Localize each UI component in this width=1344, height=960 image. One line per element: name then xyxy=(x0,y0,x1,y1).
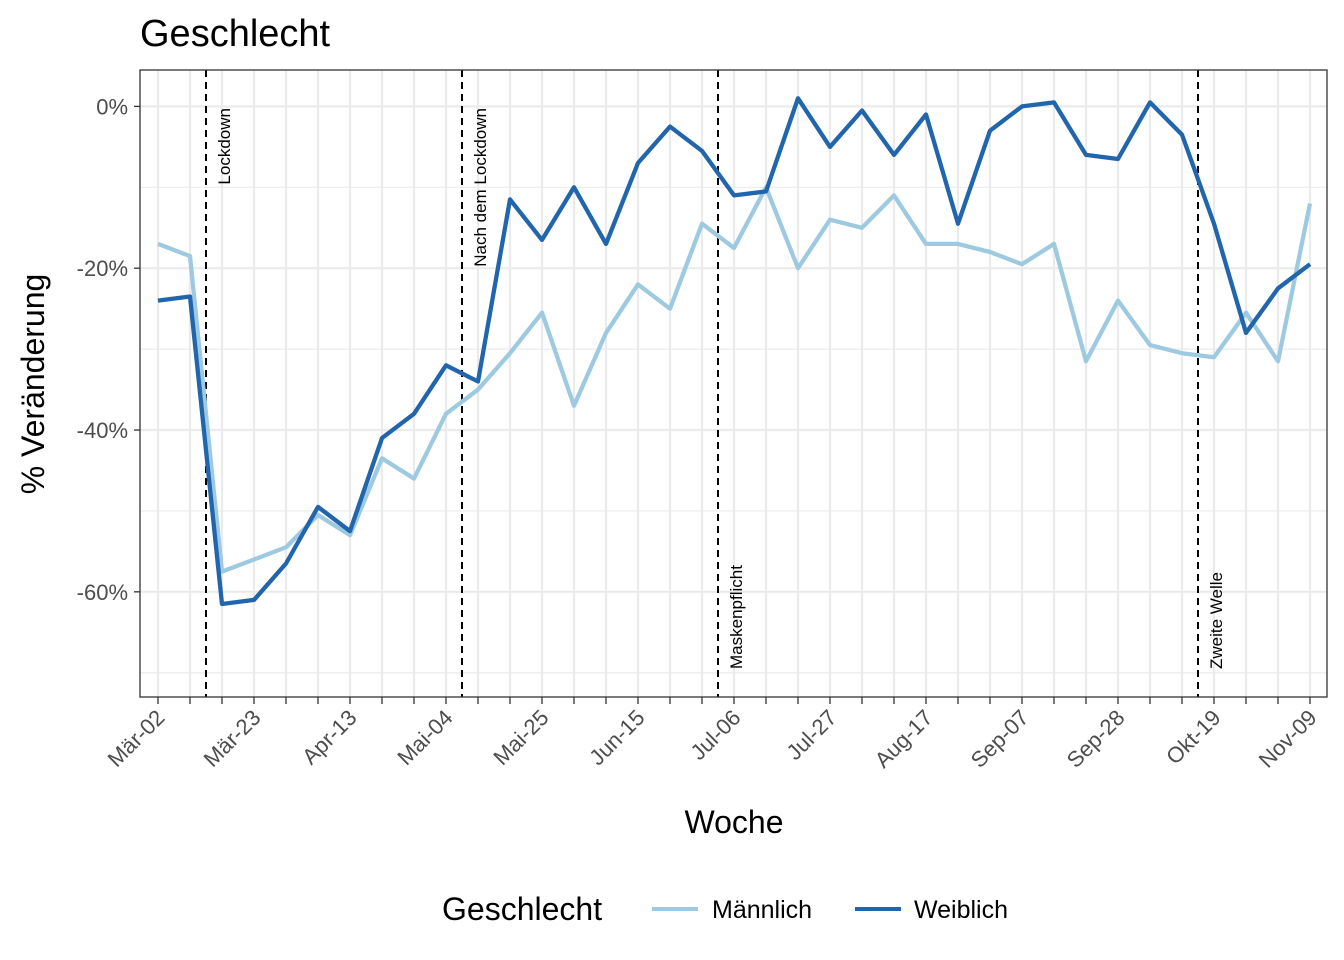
x-tick-label: Sep-07 xyxy=(966,705,1034,773)
x-tick-label: Jul-27 xyxy=(781,705,841,765)
event-markers: Lockdown Nach dem Lockdown Maskenpflicht Zw… xyxy=(205,70,1226,697)
legend-title: Geschlecht xyxy=(442,891,602,927)
x-tick-label: Jul-06 xyxy=(685,705,745,765)
x-tick-label: Aug-17 xyxy=(870,705,938,773)
y-axis-title: % Veränderung xyxy=(15,274,51,495)
y-tick-label: -40% xyxy=(77,418,128,443)
x-axis-title: Woche xyxy=(684,804,783,840)
chart-title: Geschlecht xyxy=(140,13,331,55)
x-tick-label: Mär-23 xyxy=(199,705,266,772)
y-tick-label: -20% xyxy=(77,256,128,281)
series-line-männlich xyxy=(157,185,1313,574)
x-tick-label: Mär-02 xyxy=(103,705,170,772)
x-tick-label: Mai-25 xyxy=(488,705,553,770)
legend-label-weiblich: Weiblich xyxy=(914,896,1008,924)
x-tick-label: Sep-28 xyxy=(1062,705,1130,773)
event-label: Lockdown xyxy=(215,108,234,185)
x-tick-label: Nov-09 xyxy=(1254,705,1322,773)
y-tick-label: 0% xyxy=(96,94,128,119)
series-line-weiblich xyxy=(157,96,1312,607)
series-lines xyxy=(157,96,1313,607)
legend: Geschlecht Männlich Weiblich xyxy=(442,891,1008,927)
x-tick-label: Apr-13 xyxy=(297,705,361,769)
event-label: Nach dem Lockdown xyxy=(471,108,490,267)
x-tick-label: Okt-19 xyxy=(1161,705,1225,769)
x-tick-label: Jun-15 xyxy=(584,705,649,770)
event-label: Maskenpflicht xyxy=(727,565,746,669)
plot-panel xyxy=(140,70,1327,697)
legend-label-maennlich: Männlich xyxy=(712,896,812,924)
x-tick-label: Mai-04 xyxy=(392,705,457,770)
event-label: Zweite Welle xyxy=(1207,572,1226,669)
x-axis: Mär-02 Mär-23 Apr-13 Mai-04 Mai-25 Jun-15 Jul-… xyxy=(103,697,1322,773)
y-axis: 0% -20% -40% -60% xyxy=(77,94,140,605)
y-tick-label: -60% xyxy=(77,580,128,605)
